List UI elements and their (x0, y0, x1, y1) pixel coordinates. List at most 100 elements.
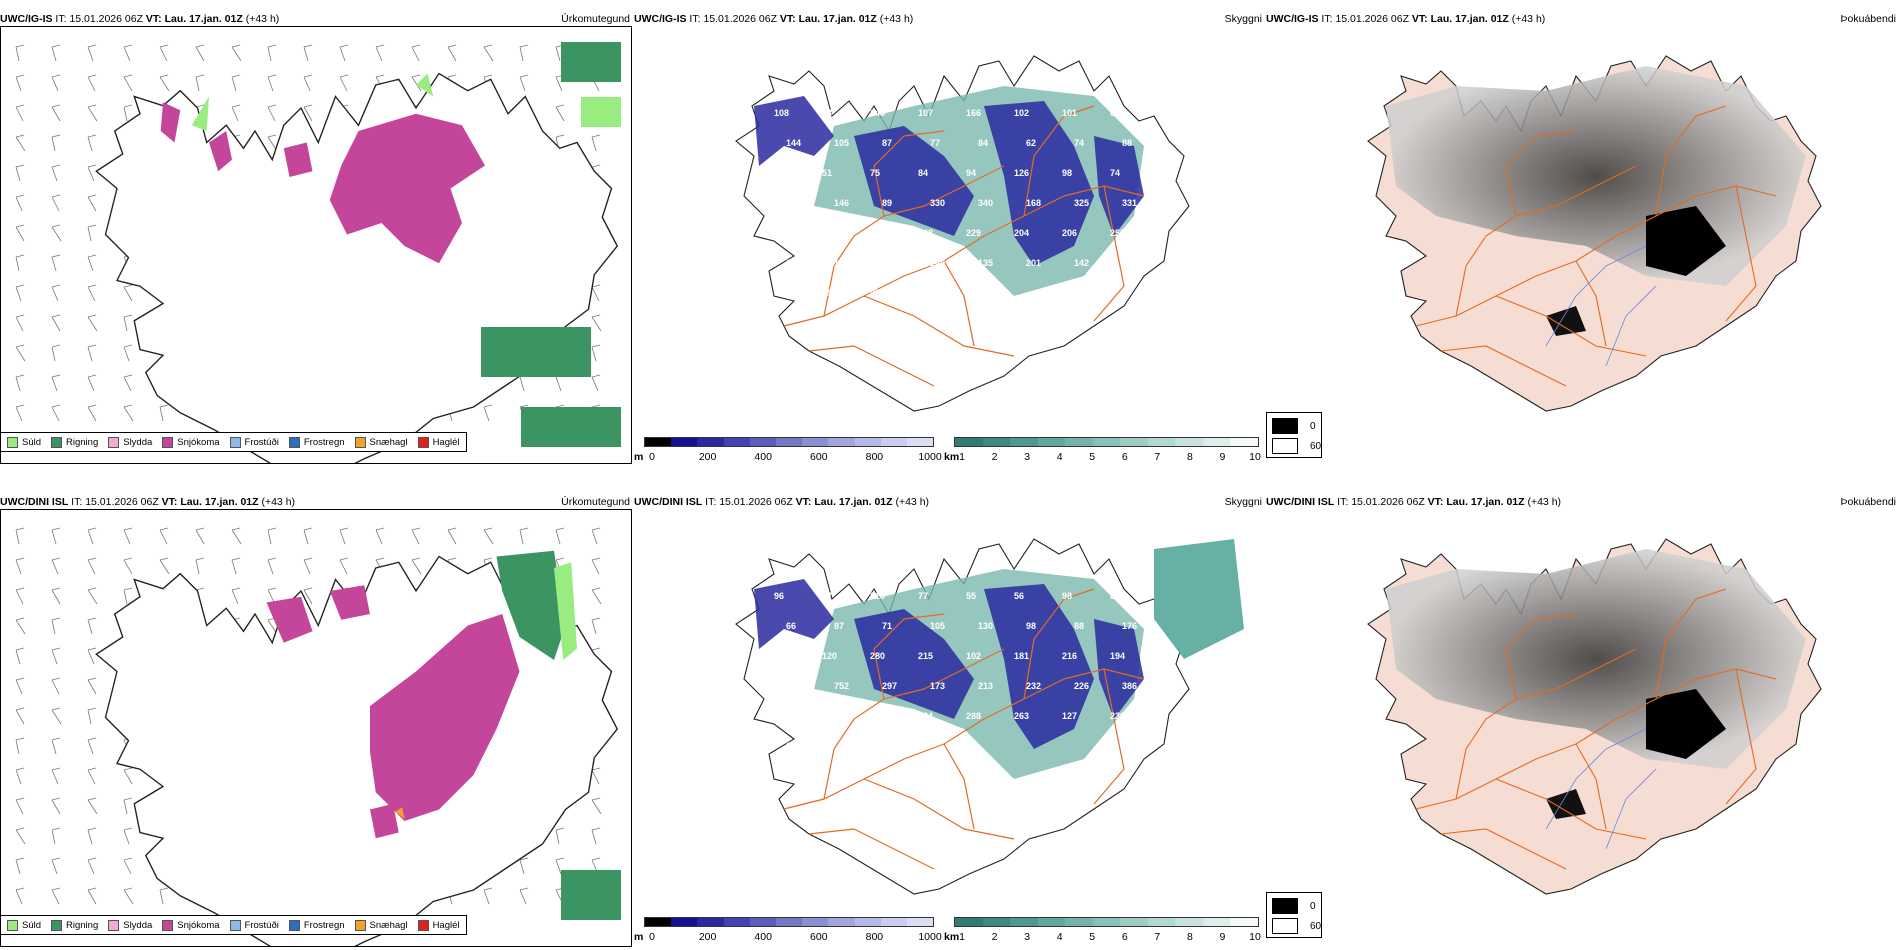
legend-label: Haglél (432, 919, 460, 931)
ceiling-label: 74 (1074, 138, 1084, 148)
legend-swatch (108, 436, 120, 448)
colorbar-tick: 200 (698, 451, 717, 463)
colorbar-tick: 5 (1089, 931, 1096, 943)
ceiling-map: 108 83 146 107 166 102 101 61 144 105 87 77 84 62 74 88… (634, 26, 1264, 426)
fog-legend-item: 60 (1272, 438, 1321, 454)
fog-legend-item: 0 (1272, 898, 1316, 914)
ceiling-label: 168 (774, 651, 789, 661)
ceiling-label: 98 (1062, 591, 1072, 601)
colorbar-tick: 9 (1219, 931, 1226, 943)
visibility-colorbar: km 1 2 3 4 5 6 7 8 9 10 (944, 437, 1264, 465)
ceiling-label: 229 (966, 228, 981, 238)
fog-legend-value: 60 (1310, 440, 1322, 452)
fog-legend-item: 0 (1272, 418, 1316, 434)
fog-map (1266, 509, 1900, 909)
ceiling-label: 146 (834, 198, 849, 208)
legend-label: Rigning (66, 436, 99, 448)
ceiling-label: 71 (882, 621, 892, 631)
legend-item: Snjókoma (162, 436, 220, 448)
legend-item: Frostregn (288, 436, 345, 448)
legend-swatch (288, 436, 300, 448)
ceiling-label: 325 (1074, 198, 1089, 208)
colorbar-tick: 600 (810, 451, 828, 463)
ceiling-label: 752 (834, 681, 849, 691)
legend-item: Frostúði (229, 436, 279, 448)
colorbar-tick: 2 (991, 451, 998, 463)
colorbar-unit: km (944, 931, 960, 943)
road-network (1415, 105, 1777, 387)
legend-label: Snjókoma (177, 919, 220, 931)
ceiling-label: 88 (1074, 621, 1084, 631)
legend-label: Snæhagl (369, 919, 408, 931)
colorbar-tick: 1 (959, 931, 965, 943)
legend-swatch (354, 919, 366, 931)
colorbar-tick: 0 (649, 931, 655, 943)
colorbar-tick: 400 (754, 931, 772, 943)
legend-item: Haglél (417, 919, 460, 931)
ceiling-label: 105 (930, 621, 945, 631)
legend-label: Haglél (432, 436, 460, 448)
ceiling-label: 96 (774, 591, 784, 601)
snow-area (266, 585, 520, 839)
fog-legend-value: 0 (1310, 900, 1316, 912)
ceiling-label: 107 (918, 108, 933, 118)
river-network (1545, 728, 1657, 850)
ceiling-label: 288 (966, 711, 981, 721)
fog-legend-swatch (1272, 898, 1298, 914)
ceiling-panel-row1: UWC/IG-IS IT: 15.01.2026 06Z VT: Lau. 17… (634, 12, 1264, 464)
fog-panel-row1: UWC/IG-IS IT: 15.01.2026 06Z VT: Lau. 17… (1266, 12, 1900, 464)
road-network (783, 588, 1145, 870)
ceiling-colorbar: m 0 200 400 600 800 1000 (634, 437, 942, 465)
colorbar-strip (644, 917, 934, 927)
ceiling-area (754, 579, 1144, 749)
colorbar-tick: 600 (810, 931, 828, 943)
colorbar-tick: 3 (1024, 451, 1031, 463)
panel-header: UWC/DINI ISL IT: 15.01.2026 06Z VT: Lau.… (1266, 496, 1562, 508)
fog-legend: 0 60 (1266, 892, 1322, 938)
ceiling-label: 121 (882, 258, 897, 268)
legend-label: Súld (22, 919, 42, 931)
ceiling-label: 105 (834, 138, 849, 148)
ceiling-label: 87 (834, 621, 844, 631)
ceiling-label: 116 (1122, 258, 1137, 268)
ceiling-label: 117 (834, 258, 849, 268)
colorbar-strip (954, 917, 1259, 927)
legend-item: Snæhagl (354, 436, 408, 448)
ceiling-label: 206 (1062, 228, 1077, 238)
ceiling-label: 173 (930, 681, 945, 691)
ceiling-label: 330 (930, 198, 945, 208)
ceiling-label: 98 (1026, 621, 1036, 631)
ceiling-label: 432 (870, 711, 885, 721)
ceiling-label: 297 (882, 681, 897, 691)
legend-label: Slydda (123, 436, 153, 448)
fog-map (1266, 26, 1900, 426)
legend-item: Rigning (51, 436, 99, 448)
colorbar-tick: 1 (959, 451, 965, 463)
ceiling-label: 354 (822, 711, 837, 721)
colorbar-tick: 4 (1056, 931, 1063, 943)
colorbar-tick: 8 (1186, 931, 1193, 943)
legend-swatch (162, 919, 174, 931)
ceiling-label: 135 (978, 258, 993, 268)
legend-item: Haglél (417, 436, 460, 448)
ceiling-label: 74 (1110, 168, 1120, 178)
ceiling-label: 77 (930, 138, 940, 148)
ceiling-label: 232 (1026, 681, 1041, 691)
iceland-map (95, 550, 619, 947)
colorbar-tick: 2 (991, 931, 998, 943)
fog-panel-row2: UWC/DINI ISL IT: 15.01.2026 06Z VT: Lau.… (1266, 495, 1900, 947)
iceland-map (1367, 538, 1822, 895)
rain-area (561, 870, 621, 920)
fog-legend-swatch (1272, 438, 1298, 454)
colorbar-strip (644, 437, 934, 447)
ceiling-label: 176 (1122, 621, 1137, 631)
ceiling-label: 213 (978, 681, 993, 691)
precip-panel-row1: UWC/IG-IS IT: 15.01.2026 06Z VT: Lau. 17… (0, 12, 632, 464)
ceiling-label: 230 (1110, 711, 1125, 721)
ceiling-label: 84 (918, 168, 928, 178)
precip-legend: Súld Rigning Slydda Snjókoma Frostúði Frostre… (0, 432, 467, 452)
colorbar-strip (954, 437, 1259, 447)
legend-swatch (417, 919, 429, 931)
ceiling-label: 75 (870, 168, 880, 178)
colorbar-tick: 4 (1056, 451, 1063, 463)
